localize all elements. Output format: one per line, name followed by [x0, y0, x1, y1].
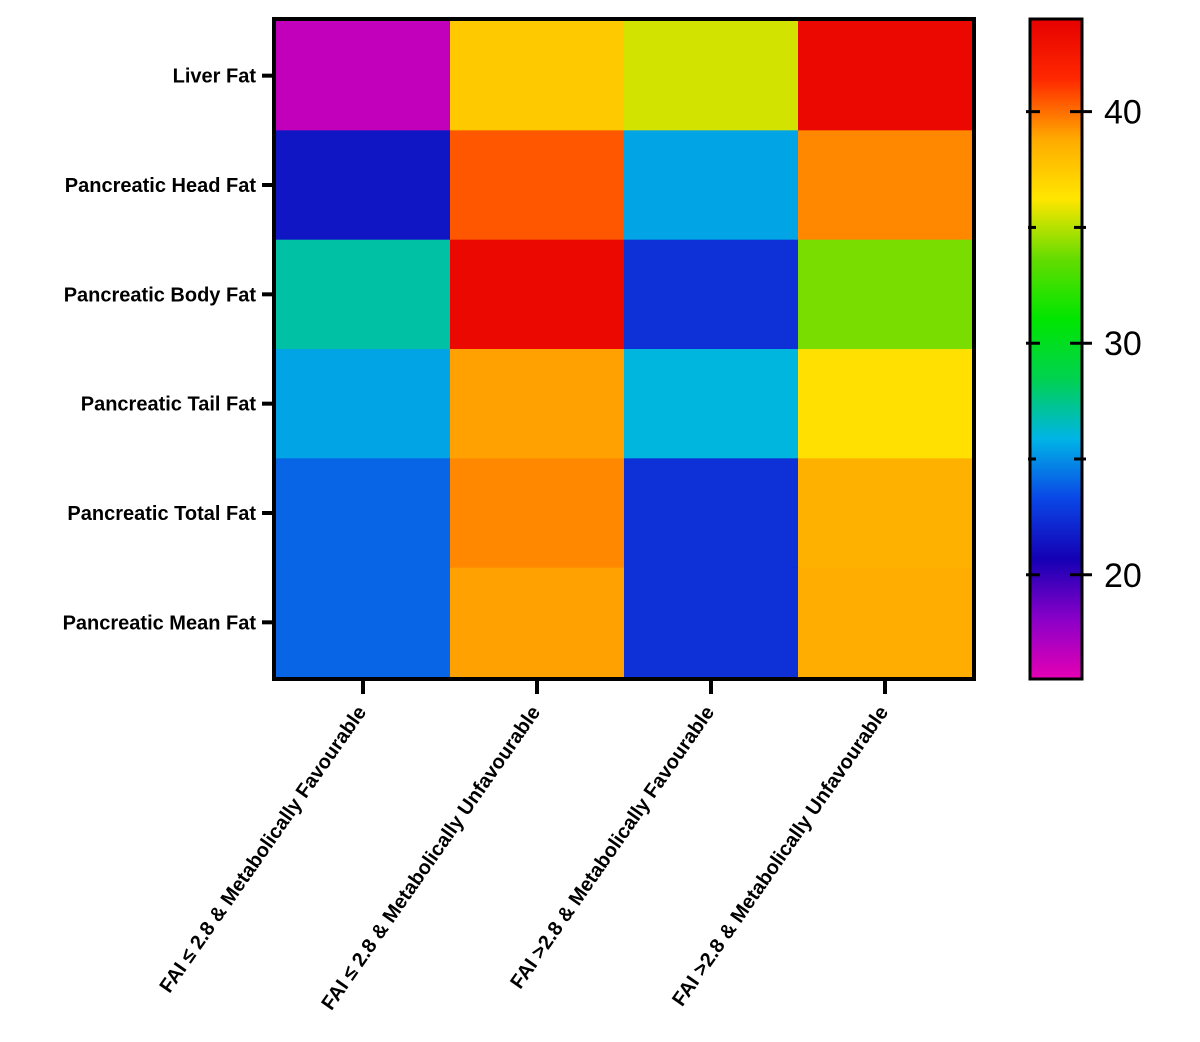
- heatmap-cell: [276, 130, 451, 241]
- heatmap-cell: [624, 349, 799, 459]
- colorbar: [1028, 17, 1084, 681]
- heatmap-cell: [450, 130, 625, 241]
- y-tick-label: Pancreatic Tail Fat: [81, 394, 257, 416]
- y-tick-label: Pancreatic Head Fat: [65, 175, 257, 197]
- heatmap-cell: [450, 21, 625, 131]
- heatmap-cell: [276, 458, 451, 569]
- heatmap-cell: [624, 567, 799, 678]
- heatmap-cell: [624, 458, 799, 569]
- y-tick-label: Liver Fat: [173, 66, 257, 88]
- colorbar-tick-label: 40: [1104, 94, 1142, 132]
- x-tick-label: FAI ≤ 2.8 & Metabolically Unfavourable: [317, 702, 545, 1014]
- heatmap-cell: [798, 458, 973, 569]
- heatmap-cell: [624, 21, 799, 131]
- heatmap-cell: [798, 567, 973, 678]
- heatmap-cell: [276, 349, 451, 459]
- heatmap-cell: [276, 21, 451, 131]
- heatmap-cell: [450, 239, 625, 350]
- colorbar-tick-label: 30: [1104, 325, 1142, 363]
- heatmap-cell: [798, 130, 973, 241]
- plot-frame: [272, 17, 976, 681]
- y-tick-label: Pancreatic Total Fat: [67, 503, 256, 525]
- heatmap-cell: [624, 239, 799, 350]
- x-tick-label: FAI >2.8 & Metabolically Favourable: [506, 702, 719, 993]
- heatmap-cell: [450, 349, 625, 459]
- heatmap-cell: [798, 239, 973, 350]
- heatmap-cell: [624, 130, 799, 241]
- colorbar-tick-label: 20: [1104, 557, 1142, 595]
- heatmap-cell: [276, 567, 451, 678]
- heatmap-cell: [276, 239, 451, 350]
- heatmap-cell: [798, 349, 973, 459]
- heatmap-cell: [798, 21, 973, 131]
- y-tick-label: Pancreatic Mean Fat: [63, 612, 257, 634]
- x-tick-label: FAI >2.8 & Metabolically Unfavourable: [668, 702, 893, 1010]
- y-tick-label: Pancreatic Body Fat: [64, 284, 257, 306]
- x-tick-label: FAI ≤ 2.8 & Metabolically Favourable: [156, 702, 372, 997]
- heatmap-cell: [450, 567, 625, 678]
- heatmap-cell: [450, 458, 625, 569]
